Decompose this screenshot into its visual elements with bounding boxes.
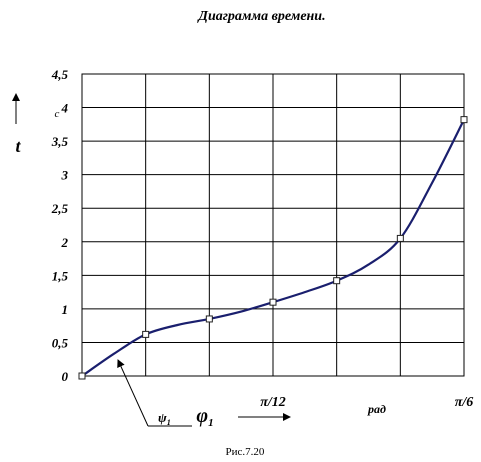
x-tick-label: π/6 [455, 395, 474, 410]
data-point-marker [333, 277, 341, 285]
y-tick-label: 1 [62, 302, 69, 317]
y-tick-label: 0 [62, 369, 69, 384]
y-tick-label: 4 [61, 101, 69, 116]
data-point-marker [269, 298, 277, 306]
data-point-marker [460, 116, 468, 124]
figure-caption: Рис.7.20 [226, 446, 265, 458]
x-unit-label: рад [367, 402, 386, 416]
data-point-marker [78, 372, 86, 380]
annotation-arrow [117, 359, 149, 427]
y-tick-label: 0,5 [52, 335, 69, 350]
y-tick-label: 3,5 [51, 134, 69, 149]
y-tick-label: 2 [61, 235, 69, 250]
y-tick-label: 1,5 [52, 268, 69, 283]
y-tick-label: 2,5 [51, 201, 69, 216]
y-axis-symbol: t [15, 136, 21, 156]
data-point-marker [396, 234, 404, 242]
grid-lines [82, 74, 464, 376]
x-tick-labels: π/12 π/6 [260, 395, 473, 410]
y-tick-label: 3 [61, 168, 69, 183]
y-tick-label: 4,5 [51, 67, 69, 82]
chart-title: Диаграмма времени. [196, 9, 325, 24]
annotation-label: ψ1 [158, 410, 171, 427]
data-point-marker [142, 330, 150, 338]
data-series [78, 116, 468, 380]
data-point-marker [205, 315, 213, 323]
y-unit-label: с [55, 108, 60, 120]
x-axis-symbol: φ1 [196, 405, 213, 429]
y-tick-labels: 0 0,5 1 1,5 2 2,5 3 3,5 4 4,5 [51, 67, 69, 384]
x-tick-label: π/12 [260, 395, 286, 410]
